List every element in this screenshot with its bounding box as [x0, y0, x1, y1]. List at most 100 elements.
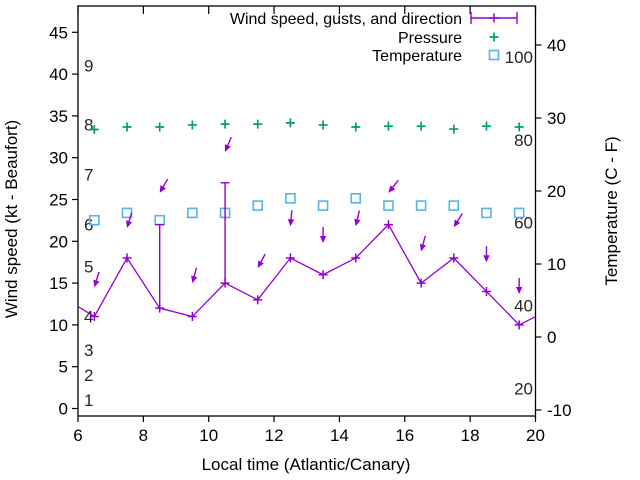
beaufort-scale-label: 9 — [84, 57, 93, 76]
y-tick-label-left: 0 — [59, 400, 68, 419]
beaufort-scale-label: 7 — [84, 165, 93, 184]
wind-direction-arrow-head — [159, 185, 166, 193]
beaufort-scale-label: 4 — [84, 308, 93, 327]
pressure-point — [318, 120, 328, 130]
pressure-point — [449, 124, 459, 134]
wind-speed-point — [481, 286, 491, 296]
pressure-point — [383, 121, 393, 131]
beaufort-scale-label: 5 — [84, 257, 93, 276]
y-tick-label-left: 10 — [49, 316, 68, 335]
wind-direction-arrow-head — [191, 275, 198, 284]
beaufort-scale-label: 2 — [84, 366, 93, 385]
y-tick-label-left: 40 — [49, 65, 68, 84]
pressure-scale-label: 100 — [505, 48, 533, 67]
beaufort-scale-label: 8 — [84, 115, 93, 134]
x-tick-label: 18 — [461, 426, 480, 445]
temperature-point — [481, 207, 492, 219]
temperature-point — [154, 214, 165, 226]
wind-speed-line — [77, 223, 536, 326]
pressure-point — [122, 122, 132, 132]
wind-speed-point — [285, 253, 295, 263]
wind-direction-arrow-shaft — [128, 212, 133, 222]
x-tick-label: 20 — [526, 426, 545, 445]
wind-direction-arrow-head — [126, 220, 133, 228]
y-tick-label-left: 35 — [49, 107, 68, 126]
temperature-point — [513, 207, 525, 219]
wind-direction-arrow-head — [257, 260, 264, 269]
wind-direction-arrow-head — [483, 255, 490, 263]
legend-temperature-marker — [488, 49, 500, 61]
temperature-point — [415, 200, 427, 211]
wind-speed-point — [187, 312, 197, 322]
pressure-point — [416, 121, 426, 131]
wind-direction-arrow-shaft — [95, 271, 100, 281]
wind-speed-point — [253, 295, 263, 305]
plot-area: 6 8 10 12 14 16 18 20051015202530354045-1001020… — [49, 5, 572, 445]
y-tick-label-right: 40 — [547, 36, 566, 55]
wind-direction-arrow-shaft — [422, 235, 426, 245]
wind-direction-arrow-shaft — [356, 210, 361, 220]
pressure-scale-label: 60 — [514, 214, 533, 233]
pressure-point — [514, 122, 524, 132]
pressure-point — [220, 119, 230, 129]
wind-direction-arrow-head — [388, 185, 396, 193]
temperature-point — [285, 193, 296, 204]
y-tick-label-left: 25 — [49, 191, 68, 210]
wind-direction-arrow-head — [354, 218, 361, 227]
wind-direction-arrow-shaft — [456, 213, 463, 222]
wind-speed-point — [449, 253, 459, 263]
legend-label-temperature: Temperature — [372, 48, 462, 65]
y-tick-label-left: 15 — [49, 274, 68, 293]
pressure-scale-label: 20 — [514, 380, 533, 399]
wind-direction-arrow-head — [224, 144, 231, 152]
plot-border — [77, 5, 537, 417]
wind-speed-point — [383, 220, 393, 230]
x-tick-label: 16 — [395, 426, 414, 445]
right-y-axis-title: Temperature (C - F) — [602, 136, 621, 285]
wind-direction-arrow-head — [453, 219, 461, 228]
pressure-point — [187, 120, 197, 130]
legend-pressure-marker — [489, 32, 499, 42]
beaufort-scale-label: 3 — [84, 341, 93, 360]
y-tick-label-right: 30 — [547, 109, 566, 128]
wind-speed-point — [89, 312, 99, 322]
wind-speed-point — [122, 253, 132, 263]
pressure-scale-label: 40 — [514, 297, 533, 316]
wind-direction-arrow-shaft — [260, 253, 266, 263]
left-y-axis-title: Wind speed (kt - Beaufort) — [2, 120, 21, 318]
beaufort-scale-label: 6 — [84, 216, 93, 235]
y-tick-label-right: -10 — [547, 401, 572, 420]
x-tick-label: 12 — [265, 426, 284, 445]
wind-speed-point — [220, 278, 230, 288]
wind-speed-point — [514, 320, 524, 330]
y-tick-label-left: 30 — [49, 149, 68, 168]
pressure-point — [253, 119, 263, 129]
pressure-point — [351, 122, 361, 132]
pressure-point — [285, 118, 295, 128]
wind-direction-arrow-shaft — [193, 267, 198, 277]
temperature-point — [350, 193, 362, 204]
pressure-scale-label: 80 — [514, 131, 533, 150]
y-tick-label-left: 45 — [49, 23, 68, 42]
x-tick-label: 10 — [199, 426, 218, 445]
x-tick-label: 14 — [330, 426, 349, 445]
y-tick-label-right: 10 — [547, 255, 566, 274]
temperature-point — [317, 200, 329, 211]
y-tick-label-right: 20 — [547, 182, 566, 201]
y-tick-label-left: 20 — [49, 232, 68, 251]
wind-speed-point — [155, 303, 165, 313]
legend-label-pressure: Pressure — [398, 30, 462, 47]
pressure-point — [155, 122, 165, 132]
wind-direction-arrow-head — [287, 218, 295, 227]
wind-speed-point — [351, 253, 361, 263]
x-tick-label: 6 — [73, 426, 82, 445]
wind-direction-arrow-shaft — [392, 179, 399, 188]
wind-direction-arrow-head — [319, 235, 327, 243]
x-tick-label: 8 — [139, 426, 148, 445]
pressure-point — [89, 125, 99, 134]
temperature-point — [448, 200, 460, 211]
temperature-point — [187, 207, 198, 219]
wind-direction-arrow-head — [419, 243, 427, 252]
